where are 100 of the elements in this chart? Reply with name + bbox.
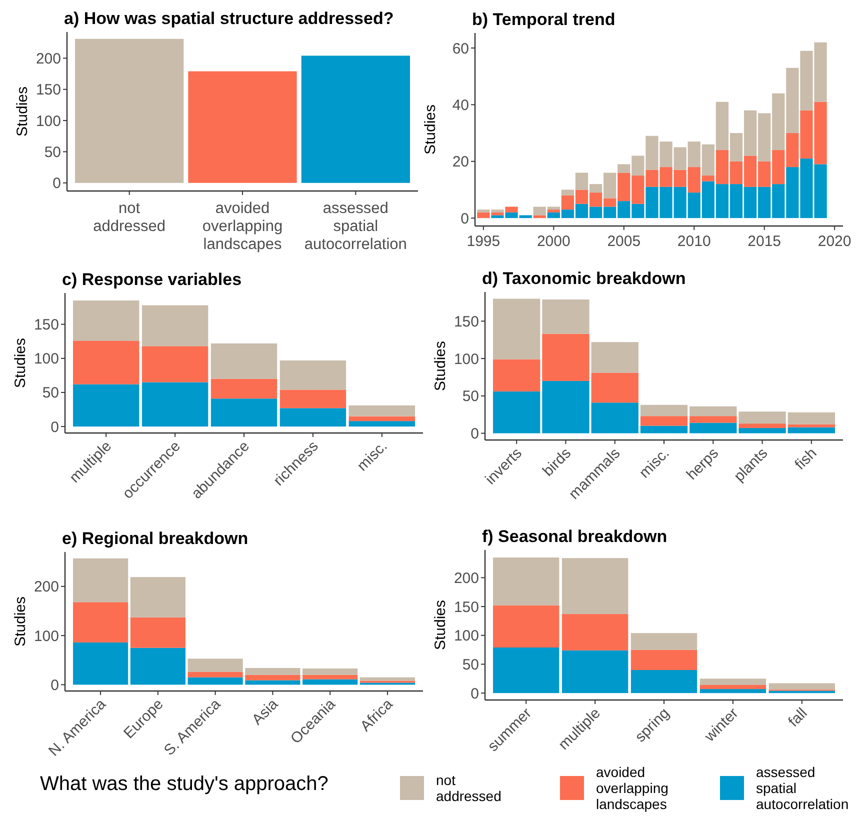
bar xyxy=(505,206,518,212)
y-tick-label: 0 xyxy=(460,210,469,228)
bar xyxy=(280,390,346,408)
bar xyxy=(302,679,358,685)
y-tick-label: 0 xyxy=(470,685,479,702)
bar xyxy=(73,602,128,642)
bar xyxy=(301,56,410,183)
x-tick-label: 2010 xyxy=(677,233,711,250)
y-tick-label: 0 xyxy=(50,676,59,694)
y-tick-label: 100 xyxy=(454,350,479,368)
y-axis-title: Studies xyxy=(12,338,29,388)
legend-label: avoided overlapping landscapes xyxy=(596,764,668,812)
chart-title: d) Taxonomic breakdown xyxy=(482,269,686,288)
bar xyxy=(640,426,688,434)
bar xyxy=(73,300,140,341)
bar xyxy=(700,685,766,690)
bar xyxy=(245,668,300,675)
y-tick-label: 100 xyxy=(34,350,59,368)
y-tick-label: 0 xyxy=(50,418,59,436)
bar xyxy=(493,359,540,392)
legend-title: What was the study's approach? xyxy=(40,773,328,795)
bar xyxy=(348,421,415,427)
bar xyxy=(280,360,346,390)
bar xyxy=(562,650,628,694)
bar xyxy=(591,372,638,403)
y-tick-label: 50 xyxy=(44,144,61,161)
y-tick-label: 50 xyxy=(462,656,479,674)
bar xyxy=(73,384,140,427)
x-tick-label: avoided overlapping landscapes xyxy=(202,200,283,253)
x-tick-label: assessed spatial autocorrelation xyxy=(304,200,407,253)
y-tick-label: 60 xyxy=(452,40,469,58)
x-tick-label: not addressed xyxy=(93,200,166,235)
bar xyxy=(640,404,688,416)
bar xyxy=(542,299,590,334)
bar xyxy=(690,416,737,423)
bar xyxy=(700,689,766,694)
bar xyxy=(768,683,835,690)
bar xyxy=(630,650,698,670)
bar xyxy=(738,412,786,424)
x-tick-label: fish xyxy=(792,444,820,474)
bar xyxy=(188,672,243,678)
y-tick-label: 150 xyxy=(34,316,59,334)
bar xyxy=(690,422,737,434)
bar xyxy=(245,680,300,685)
y-tick-label: 100 xyxy=(36,112,61,130)
bar xyxy=(738,428,786,434)
bar xyxy=(73,642,128,685)
chart-title: e) Regional breakdown xyxy=(62,529,248,548)
y-tick-label: 20 xyxy=(452,154,469,171)
chart-title: f) Seasonal breakdown xyxy=(482,527,668,546)
bar xyxy=(493,298,540,360)
x-tick-label: misc. xyxy=(354,438,391,475)
chart-title: a) How was spatial structure addressed? xyxy=(64,9,394,28)
legend-label: not addressed xyxy=(436,772,502,804)
y-axis-title: Studies xyxy=(14,86,31,137)
bar xyxy=(533,215,546,218)
bar xyxy=(788,412,835,424)
bar xyxy=(591,342,638,373)
y-tick-label: 150 xyxy=(454,598,479,616)
chart-title: b) Temporal trend xyxy=(472,10,616,29)
bar xyxy=(302,674,358,680)
y-tick-label: 100 xyxy=(34,628,59,645)
y-tick-label: 50 xyxy=(42,384,59,402)
x-tick-label: misc. xyxy=(636,444,673,482)
bar xyxy=(210,343,278,379)
bar xyxy=(348,416,415,422)
x-tick-label: 2015 xyxy=(748,233,782,250)
bar xyxy=(542,334,590,381)
y-axis-title: Studies xyxy=(12,596,29,647)
bar xyxy=(690,406,737,416)
bar xyxy=(130,617,186,648)
bar xyxy=(210,378,278,399)
bar xyxy=(75,38,184,183)
y-tick-label: 0 xyxy=(52,175,61,192)
bar xyxy=(788,424,835,428)
y-tick-label: 150 xyxy=(36,82,61,99)
bar xyxy=(360,677,415,681)
x-tick-label: Asia xyxy=(248,695,282,728)
bar xyxy=(788,427,835,434)
x-tick-label: 1995 xyxy=(466,233,500,250)
bar xyxy=(188,677,243,685)
x-tick-label: 2020 xyxy=(818,233,852,250)
bar xyxy=(142,346,208,382)
bar xyxy=(630,670,698,694)
bar xyxy=(542,380,590,434)
bar xyxy=(547,210,560,212)
y-tick-label: 50 xyxy=(462,388,479,406)
bar xyxy=(142,382,208,427)
bar xyxy=(493,391,540,434)
bar xyxy=(130,577,186,618)
y-axis-title: Studies xyxy=(432,600,449,650)
bar xyxy=(73,340,140,384)
bar xyxy=(188,71,297,183)
x-tick-label: fall xyxy=(785,704,811,730)
bar xyxy=(493,605,560,648)
x-tick-label: 2005 xyxy=(607,233,641,250)
bar xyxy=(700,678,766,685)
bar xyxy=(130,648,186,685)
bar xyxy=(302,668,358,675)
bar xyxy=(493,558,560,606)
